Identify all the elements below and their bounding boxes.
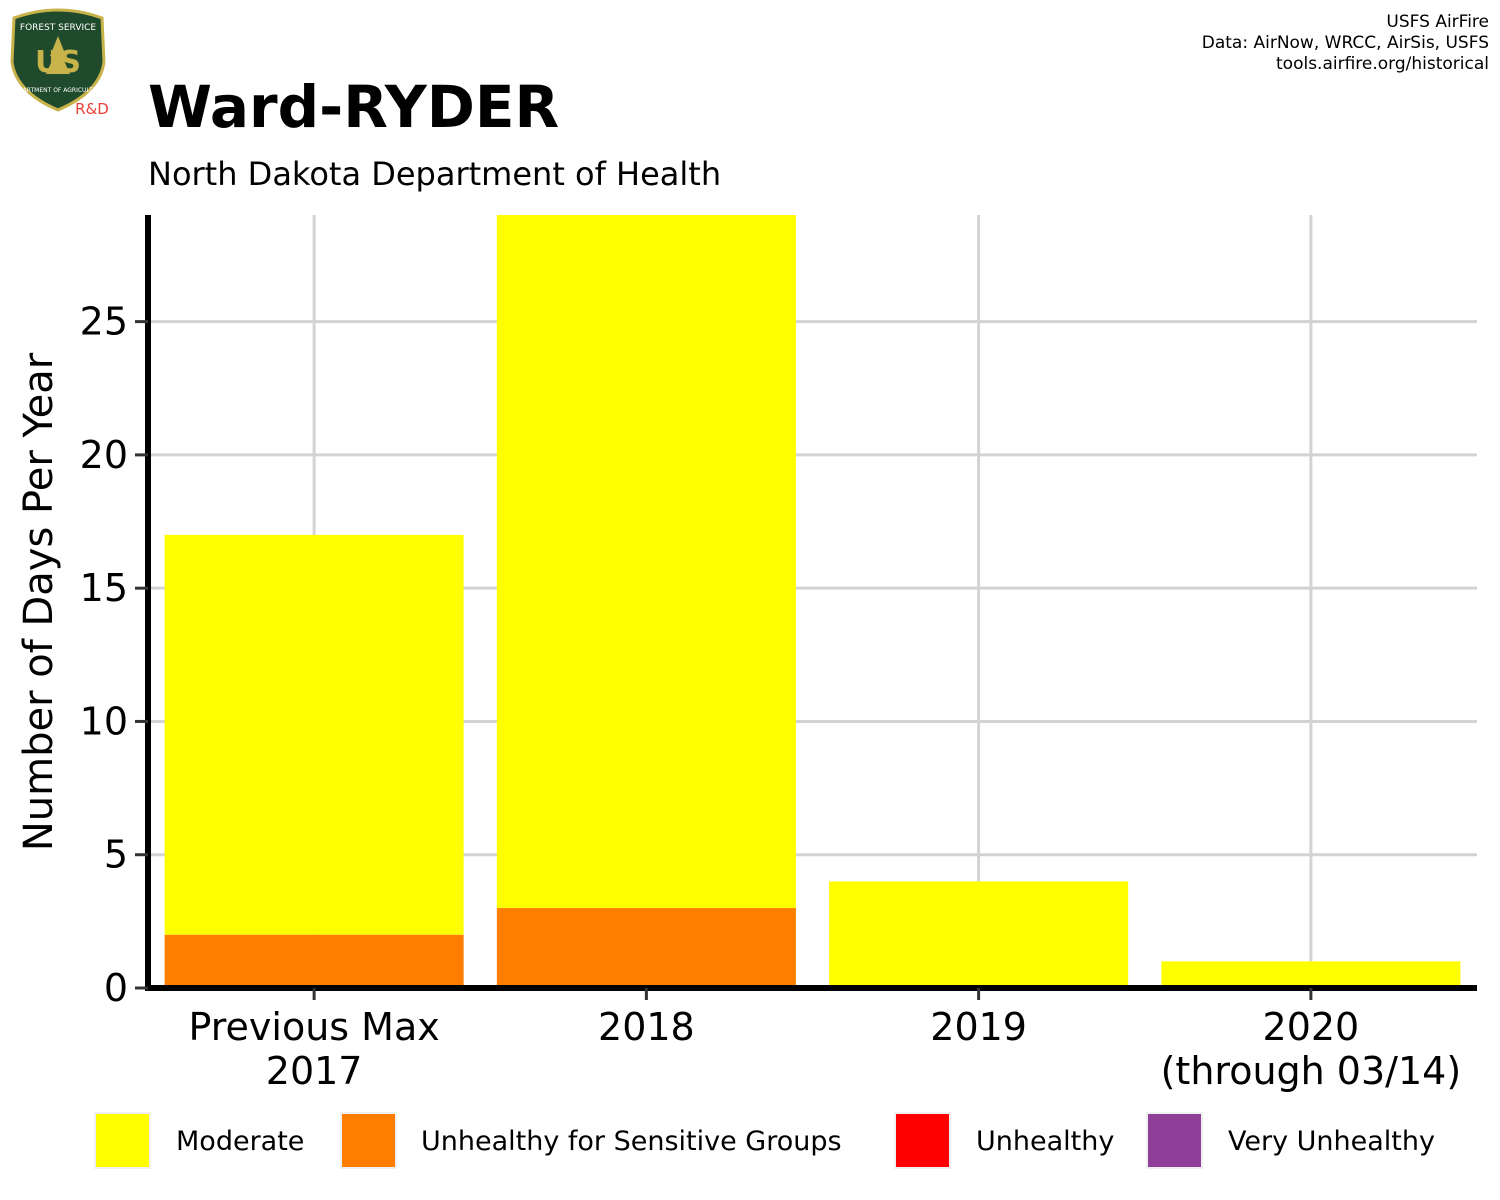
legend-swatch: [894, 1112, 951, 1169]
y-tick-label: 5: [104, 833, 128, 877]
bar-segment: [164, 534, 464, 935]
y-tick-label: 20: [80, 433, 128, 477]
y-axis-label: Number of Days Per Year: [16, 352, 62, 851]
legend-label: Very Unhealthy: [1228, 1126, 1435, 1157]
legend-swatch: [340, 1112, 397, 1169]
y-tick-label: 10: [80, 699, 128, 743]
legend-label: Unhealthy: [976, 1126, 1114, 1157]
bars: [164, 215, 1461, 988]
rd-label: R&D: [75, 100, 109, 118]
bar-segment: [164, 934, 464, 988]
y-tick-label: 0: [104, 966, 128, 1010]
axes: [145, 215, 1477, 991]
credit-line-1: USFS AirFire: [1386, 12, 1489, 32]
bar-segment: [1161, 961, 1461, 988]
bar-segment: [829, 881, 1129, 988]
usfs-logo: FOREST SERVICE US DEPARTMENT OF AGRICULT…: [10, 8, 109, 118]
legend-label: Unhealthy for Sensitive Groups: [421, 1126, 842, 1157]
y-tick-label: 25: [80, 300, 128, 344]
bar-segment: [496, 215, 796, 909]
tick-labels: 0 5 10 15 20 25 Previous Max 2017 2018 2019 2020 (t…: [80, 300, 1462, 1093]
x-tick-label: 2019: [930, 1005, 1027, 1049]
legend-swatch: [1146, 1112, 1203, 1169]
bar-segment: [496, 908, 796, 988]
svg-text:DEPARTMENT OF AGRICULTURE: DEPARTMENT OF AGRICULTURE: [11, 87, 105, 94]
legend-label: Moderate: [176, 1126, 304, 1157]
credit-line-3: tools.airfire.org/historical: [1276, 54, 1489, 74]
x-tick-label: Previous Max 2017: [189, 1005, 440, 1093]
legend: Moderate Unhealthy for Sensitive Groups Un…: [94, 1112, 1435, 1169]
x-tick-label: 2020 (through 03/14): [1161, 1005, 1462, 1093]
x-tick-label: 2018: [598, 1005, 695, 1049]
svg-text:FOREST SERVICE: FOREST SERVICE: [20, 23, 97, 33]
y-tick-label: 15: [80, 566, 128, 610]
credit-line-2: Data: AirNow, WRCC, AirSis, USFS: [1202, 33, 1489, 53]
chart-subtitle: North Dakota Department of Health: [148, 155, 721, 193]
legend-swatch: [94, 1112, 151, 1169]
chart-title: Ward-RYDER: [148, 73, 559, 141]
